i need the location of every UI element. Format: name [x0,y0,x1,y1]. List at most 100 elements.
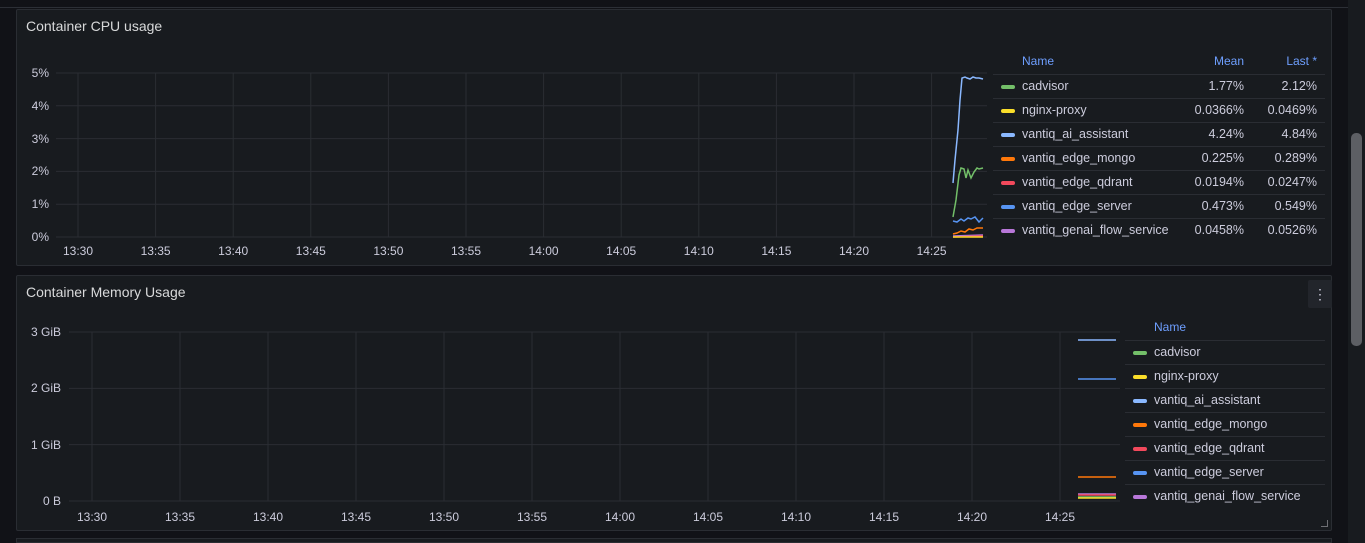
legend-color-swatch [1001,157,1015,161]
legend-color-swatch [1001,109,1015,113]
legend-color-swatch [1133,495,1147,499]
legend-item-vantiq-genai-flow-service[interactable]: vantiq_genai_flow_service 0.0458% 0.0526% [993,218,1325,242]
x-axis-tick-label: 14:25 [1044,510,1076,524]
x-axis-tick-label: 13:50 [428,510,460,524]
x-axis-tick-label: 14:00 [528,244,559,258]
memory-usage-chart [69,331,1120,502]
legend-series-name: vantiq_ai_assistant [1154,393,1261,407]
cpu-series-line [952,234,984,237]
legend-item-nginx-proxy[interactable]: nginx-proxy [1125,364,1325,388]
x-axis-tick-label: 14:20 [956,510,988,524]
y-axis-tick-label: 2 GiB [30,381,61,396]
legend-color-swatch [1001,85,1015,89]
cpu-usage-panel[interactable]: Container CPU usage 5% 4% 3% 2% 1% 0% 13:30 13… [16,9,1332,266]
panel-title[interactable]: Container CPU usage [26,18,163,34]
x-axis-tick-label: 13:45 [295,244,326,258]
y-axis-tick-label: 0% [31,230,49,244]
legend-series-name: vantiq_genai_flow_service [1154,489,1301,503]
legend-series-name: vantiq_edge_server [1022,199,1132,213]
next-panel-edge [16,538,1332,543]
x-axis-tick-label: 14:10 [683,244,714,258]
x-axis-tick-label: 13:35 [164,510,196,524]
legend-header-mean[interactable]: Mean [1213,54,1244,68]
legend-color-swatch [1001,229,1015,233]
x-axis-tick-label: 13:55 [450,244,482,258]
legend-mean-value: 1.77% [1208,79,1244,93]
x-axis-tick-label: 13:40 [252,510,284,524]
y-axis-tick-label: 3 GiB [30,325,61,339]
legend-color-swatch [1133,375,1147,379]
legend-item-vantiq-ai-assistant[interactable]: vantiq_ai_assistant 4.24% 4.84% [993,122,1325,146]
y-axis-tick-label: 2% [31,164,49,179]
legend-item-cadvisor[interactable]: cadvisor [1125,340,1325,364]
memory-usage-panel[interactable]: Container Memory Usage ⋮ 3 GiB 2 GiB 1 GiB… [16,275,1332,531]
legend-last-value: 0.289% [1274,151,1317,165]
cpu-series-line [952,76,984,184]
x-axis-tick-label: 14:05 [606,244,637,258]
page-scrollbar[interactable] [1348,0,1365,543]
x-axis-tick-label: 13:35 [140,244,171,258]
x-axis-tick-label: 14:05 [692,510,724,524]
x-axis-tick-label: 13:45 [340,510,372,524]
x-axis-tick-label: 14:00 [604,510,636,524]
panel-menu-button[interactable]: ⋮ [1308,280,1332,308]
legend-series-name: vantiq_edge_server [1154,465,1264,479]
legend-item-vantiq-ai-assistant[interactable]: vantiq_ai_assistant [1125,388,1325,412]
legend-mean-value: 4.24% [1208,127,1244,141]
cpu-series-line [952,227,983,235]
legend-color-swatch [1133,351,1147,355]
y-axis-tick-label: 0 B [42,494,61,508]
legend-item-nginx-proxy[interactable]: nginx-proxy 0.0366% 0.0469% [993,98,1325,122]
legend-last-value: 0.0247% [1267,175,1317,189]
y-axis-tick-label: 4% [31,98,49,113]
x-axis-tick-label: 13:30 [62,244,94,258]
legend-item-vantiq-edge-server[interactable]: vantiq_edge_server [1125,460,1325,484]
y-axis-tick-label: 1% [31,197,49,212]
legend-series-name: vantiq_edge_mongo [1022,151,1136,165]
legend-series-name: nginx-proxy [1154,369,1219,383]
resize-handle-icon[interactable] [1321,520,1328,527]
legend-color-swatch [1001,205,1015,209]
legend-mean-value: 0.473% [1201,199,1244,213]
legend-color-swatch [1133,471,1147,475]
cpu-usage-chart [56,72,987,238]
legend-item-vantiq-edge-server[interactable]: vantiq_edge_server 0.473% 0.549% [993,194,1325,218]
legend-series-name: cadvisor [1154,345,1201,359]
legend-item-vantiq-edge-qdrant[interactable]: vantiq_edge_qdrant [1125,436,1325,460]
legend-color-swatch [1133,399,1147,403]
y-axis-tick-label: 1 GiB [30,437,61,452]
legend-series-name: vantiq_ai_assistant [1022,127,1129,141]
scrollbar-thumb[interactable] [1351,133,1362,346]
legend-series-name: vantiq_edge_mongo [1154,417,1268,431]
legend-last-value: 0.0526% [1267,223,1317,237]
y-axis-tick-label: 3% [31,131,49,146]
legend-color-swatch [1001,133,1015,137]
x-axis-tick-label: 14:15 [868,510,900,524]
legend-item-vantiq-edge-mongo[interactable]: vantiq_edge_mongo [1125,412,1325,436]
legend-color-swatch [1133,423,1147,427]
legend-series-name: cadvisor [1022,79,1069,93]
x-axis-tick-label: 13:40 [218,244,249,258]
x-axis-tick-label: 14:25 [916,244,947,258]
legend-color-swatch [1001,181,1015,185]
legend-header-last[interactable]: Last * [1286,54,1317,68]
cpu-series-line [952,216,984,224]
legend-series-name: vantiq_edge_qdrant [1154,441,1265,455]
x-axis-tick-label: 14:10 [780,510,812,524]
legend-last-value: 0.549% [1274,199,1317,213]
x-axis-tick-label: 13:50 [373,244,404,258]
legend-item-cadvisor[interactable]: cadvisor 1.77% 2.12% [993,74,1325,98]
top-divider [0,7,1348,8]
legend-item-vantiq-edge-qdrant[interactable]: vantiq_edge_qdrant 0.0194% 0.0247% [993,170,1325,194]
x-axis-tick-label: 13:55 [516,510,548,524]
vertical-ellipsis-icon: ⋮ [1313,286,1327,302]
legend-header-name[interactable]: Name [1154,320,1187,334]
legend-series-name: vantiq_edge_qdrant [1022,175,1133,189]
legend-header-name[interactable]: Name [1022,54,1055,68]
legend-item-vantiq-genai-flow-service[interactable]: vantiq_genai_flow_service [1125,484,1325,508]
legend-mean-value: 0.0458% [1194,223,1244,237]
panel-title[interactable]: Container Memory Usage [26,284,186,300]
legend-series-name: nginx-proxy [1022,103,1087,117]
legend-item-vantiq-edge-mongo[interactable]: vantiq_edge_mongo 0.225% 0.289% [993,146,1325,170]
legend-last-value: 0.0469% [1267,103,1317,117]
